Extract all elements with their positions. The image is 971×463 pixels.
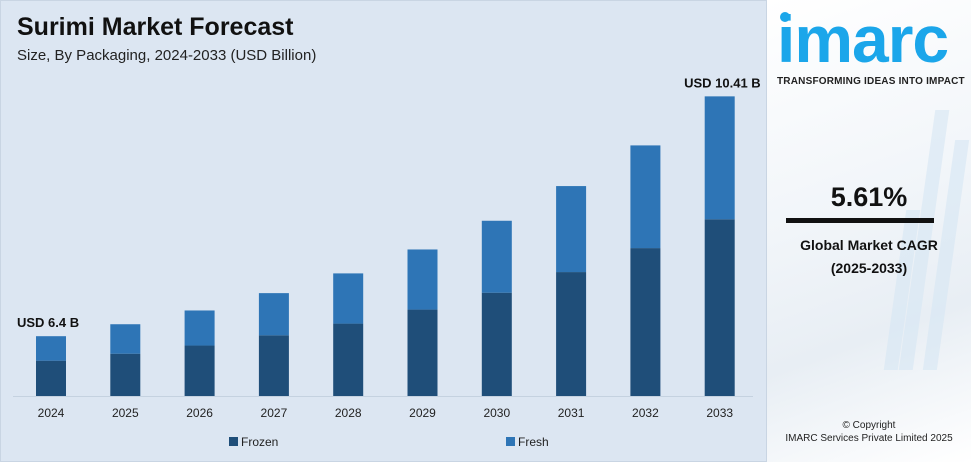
bar-frozen-2030: [481, 292, 512, 396]
bar-frozen-2028: [333, 323, 364, 396]
bar-fresh-2024: [36, 336, 66, 361]
bar-frozen-2033: [704, 219, 735, 396]
bar-fresh-2029: [407, 249, 438, 310]
x-tick-label: 2033: [706, 406, 733, 420]
bar-frozen-2024: [36, 360, 66, 396]
bar-fresh-2030: [481, 220, 512, 293]
x-tick-label: 2027: [261, 406, 288, 420]
bar-fresh-2033: [704, 96, 735, 220]
logo-dot: [780, 12, 790, 22]
bar-fresh-2031: [556, 186, 587, 273]
bar-frozen-2026: [184, 345, 215, 396]
bar-frozen-2031: [556, 272, 587, 396]
x-tick-label: 2025: [112, 406, 139, 420]
x-tick-label: 2029: [409, 406, 436, 420]
legend-swatch-frozen: [229, 437, 238, 446]
x-tick-label: 2026: [186, 406, 213, 420]
data-label-2024: USD 6.4 B: [17, 315, 79, 330]
x-tick-label: 2028: [335, 406, 362, 420]
cagr-label-text: Global Market CAGR: [800, 237, 938, 253]
x-tick-label: 2030: [483, 406, 510, 420]
bar-fresh-2032: [630, 145, 661, 249]
bar-fresh-2027: [258, 293, 289, 336]
legend-label-fresh: Fresh: [518, 435, 549, 449]
cagr-period: (2025-2033): [830, 260, 908, 276]
info-panel: imarc TRANSFORMING IDEAS INTO IMPACT 5.6…: [767, 0, 971, 462]
legend-swatch-fresh: [506, 437, 515, 446]
chart-panel: Surimi Market Forecast Size, By Packagin…: [0, 0, 767, 462]
x-tick-label: 2032: [632, 406, 659, 420]
copyright-text: © Copyright: [842, 420, 896, 431]
x-tick-label: 2024: [38, 406, 65, 420]
bar-fresh-2025: [110, 324, 141, 354]
bar-frozen-2027: [258, 335, 289, 396]
bar-fresh-2028: [333, 273, 364, 324]
legend-label-frozen: Frozen: [241, 435, 278, 449]
copyright: © Copyright IMARC Services Private Limit…: [767, 419, 971, 445]
x-tick-label: 2031: [558, 406, 585, 420]
divider: [786, 218, 934, 223]
imarc-logo: imarc: [777, 2, 949, 76]
data-label-2033: USD 10.41 B: [684, 75, 761, 90]
chart-title: Surimi Market Forecast: [17, 13, 294, 41]
cagr-value: 5.61%: [830, 182, 908, 212]
chart-subtitle: Size, By Packaging, 2024-2033 (USD Billi…: [17, 47, 317, 64]
bar-frozen-2032: [630, 248, 661, 396]
bar-frozen-2029: [407, 309, 438, 396]
bar-fresh-2026: [184, 310, 215, 346]
cagr-label: Global Market CAGR (2025-2033): [767, 234, 971, 280]
bar-frozen-2025: [110, 353, 141, 396]
company-name: IMARC Services Private Limited 2025: [785, 433, 953, 444]
brand-tagline: TRANSFORMING IDEAS INTO IMPACT: [777, 76, 965, 87]
bar-chart: 2024 2025 2026 2027 2028 2029 2030 2031 2032 2033…: [13, 75, 761, 449]
